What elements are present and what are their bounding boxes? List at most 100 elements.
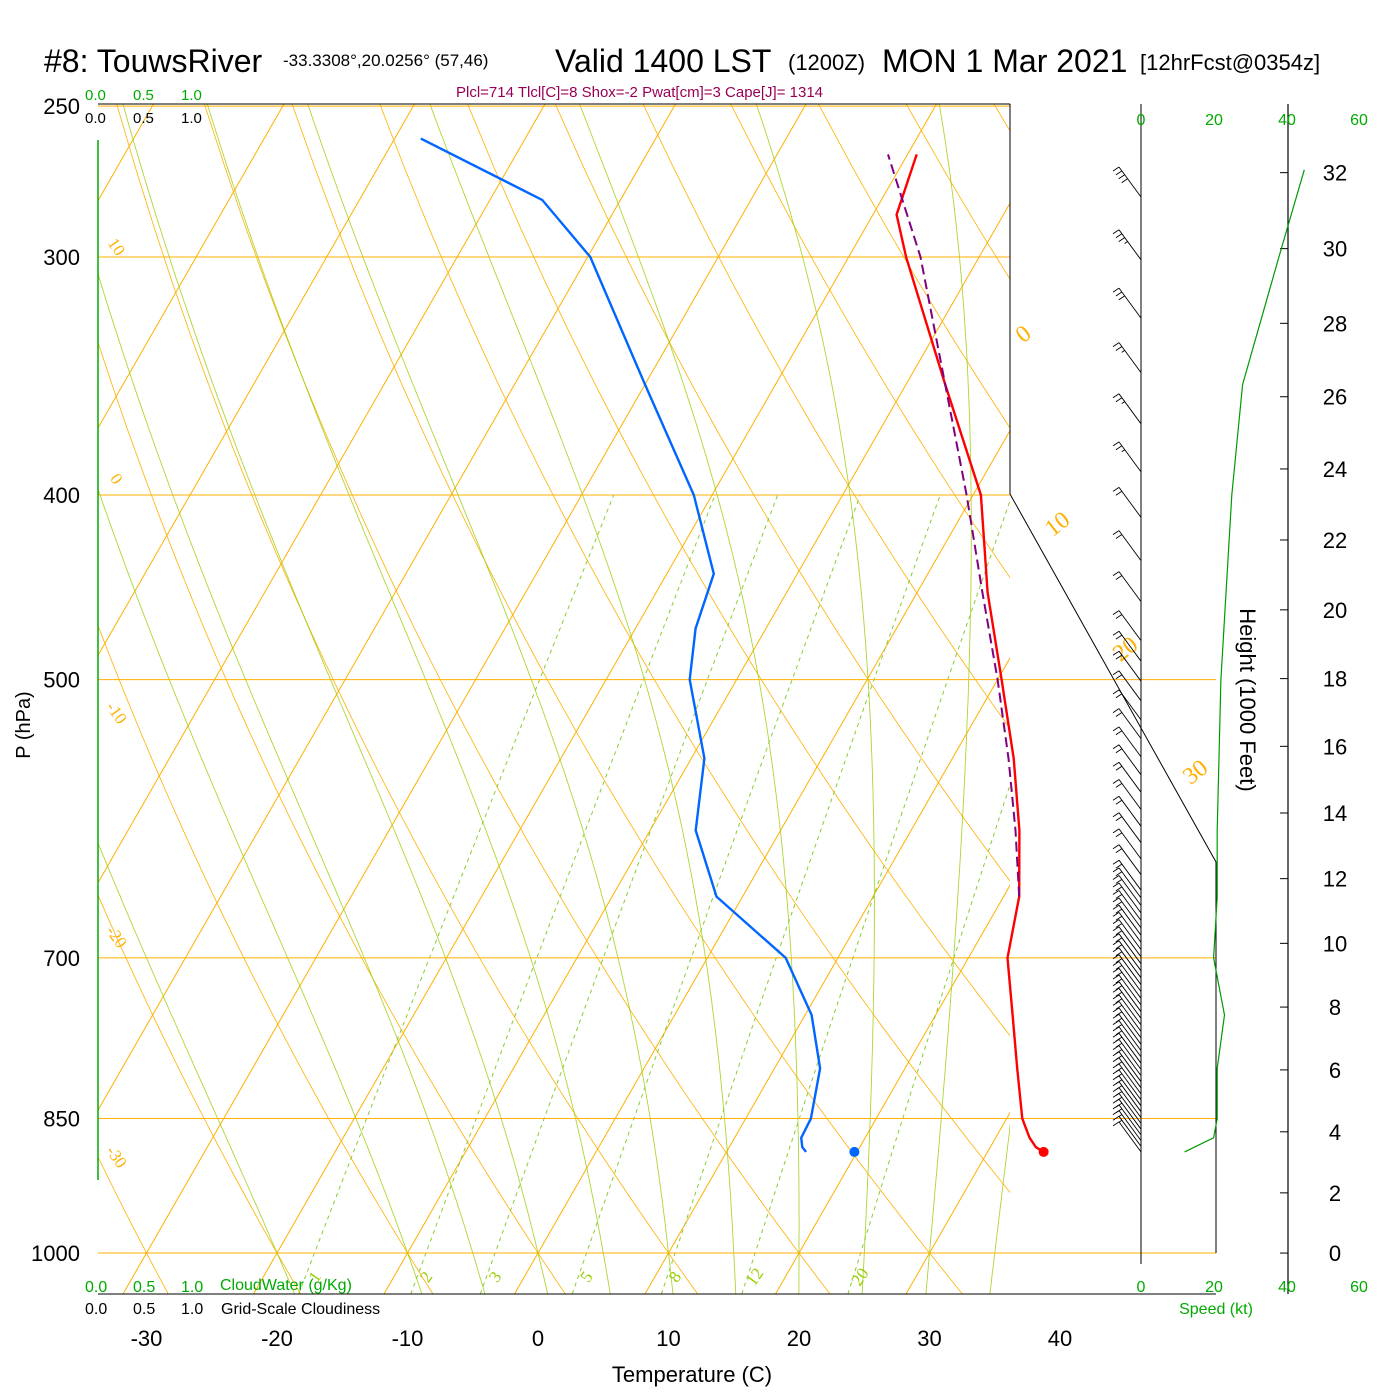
speed-top-tick: 0	[1137, 112, 1146, 129]
isotherm-label: 10	[1040, 507, 1075, 542]
cw-bottom-tick: 0.5	[133, 1279, 155, 1296]
pressure-tick-label: 500	[43, 668, 80, 693]
dewpoint-line	[420, 137, 822, 1153]
moist-adiabat-line	[307, 104, 674, 1294]
pressure-tick-label: 850	[43, 1107, 80, 1132]
height-axis-title: Height (1000 Feet)	[1235, 608, 1260, 791]
wind-barb	[1112, 530, 1142, 561]
wind-barb	[1112, 441, 1142, 473]
wind-barb	[1112, 1001, 1142, 1032]
dry-adiabat-line	[818, 104, 1010, 429]
wind-barb	[1112, 726, 1142, 758]
cw-top-tick: 1.0	[181, 87, 202, 104]
plot-frame	[98, 103, 1217, 1295]
cl-bottom-tick: 1.0	[181, 1301, 203, 1318]
isobars	[98, 105, 1216, 1254]
cl-bottom-tick: 0.0	[85, 1301, 107, 1318]
isotherm-line	[905, 1111, 1010, 1294]
cl-top-tick: 1.0	[181, 110, 202, 127]
dry-adiabat-line	[1345, 104, 1400, 1294]
sounding-indices: Plcl=714 Tlcl[C]=8 Shox=-2 Pwat[cm]=3 Ca…	[456, 84, 823, 101]
wind-barb	[1112, 974, 1142, 1006]
isotherm-label: -20	[102, 922, 131, 951]
pressure-tick-label: 300	[43, 245, 80, 270]
dry-adiabat-line	[554, 104, 1010, 882]
valid-time: Valid 1400 LST	[555, 43, 771, 79]
wind-barb	[1112, 779, 1142, 810]
isotherm-line	[98, 104, 285, 430]
wind-barb	[1112, 890, 1142, 921]
sounding-series	[420, 137, 1045, 1153]
surface-dewpoint-marker	[849, 1146, 860, 1157]
moist-adiabat-line	[579, 104, 800, 1294]
wind-speed-profile	[1184, 169, 1305, 1153]
moist-adiabat-line	[925, 104, 972, 1294]
cl-top-tick: 0.5	[133, 110, 154, 127]
wind-barb	[1112, 166, 1142, 198]
pressure-tick-label: 250	[43, 94, 80, 119]
height-tick-label: 4	[1329, 1120, 1341, 1145]
speed-scale-top: 0 20 40 60	[1137, 112, 1368, 129]
moist-adiabat-line	[989, 1122, 1010, 1294]
x-tick-label: -10	[392, 1326, 424, 1351]
mixing-ratio-label: 20	[847, 1264, 872, 1289]
speed-bottom-tick: 0	[1137, 1279, 1146, 1296]
pressure-axis-ticks: 250 300 400 500 700 850 1000	[31, 94, 80, 1266]
mixing-ratio-line	[298, 494, 615, 1294]
isotherm-line	[98, 104, 415, 657]
wind-barb	[1112, 828, 1142, 860]
parcel-line	[887, 154, 1021, 897]
dry-adiabat-line	[905, 104, 1010, 280]
cw-top-tick: 0.0	[85, 87, 106, 104]
dry-adiabat-line	[98, 341, 566, 1294]
height-tick-label: 20	[1323, 598, 1347, 623]
forecast-date: MON 1 Mar 2021	[882, 43, 1127, 79]
height-tick-label: 28	[1323, 311, 1347, 336]
mixing-ratio-line	[410, 494, 716, 1294]
x-tick-label: 0	[532, 1326, 544, 1351]
dry-adiabat-line	[98, 1155, 169, 1294]
height-tick-label: 12	[1323, 867, 1347, 892]
wind-barb	[1112, 229, 1142, 261]
wind-barb	[1112, 904, 1142, 936]
isotherm-line	[122, 104, 807, 1294]
y-axis-title: P (hPa)	[13, 691, 35, 758]
wind-barb	[1112, 630, 1142, 662]
cloudwater-scale-bottom: 0.0 0.5 1.0 CloudWater (g/Kg)	[85, 1277, 352, 1296]
isotherm-label: 0	[106, 470, 126, 488]
wind-barb	[1112, 897, 1142, 929]
wind-barb	[1112, 912, 1142, 943]
speed-scale-bottom: 0 20 40 60 Speed (kt)	[1137, 1279, 1368, 1318]
mixing-ratio-label: 12	[742, 1264, 767, 1289]
height-tick-label: 32	[1323, 161, 1347, 186]
wind-barb	[1112, 650, 1142, 682]
wind-barb	[1112, 919, 1142, 950]
pressure-tick-label: 400	[43, 483, 80, 508]
height-tick-label: 18	[1323, 667, 1347, 692]
mixing-ratio-label: 5	[576, 1268, 596, 1286]
x-tick-label: 10	[656, 1326, 680, 1351]
moist-adiabat-line	[429, 104, 737, 1294]
isotherm-line	[514, 429, 1010, 1294]
pressure-tick-label: 1000	[31, 1241, 80, 1266]
isotherm-line	[644, 657, 1010, 1294]
isotherm-label: -30	[102, 1142, 131, 1171]
speed-bottom-tick: 40	[1278, 1279, 1296, 1296]
wind-barb	[1112, 342, 1142, 373]
wind-barb	[1112, 812, 1142, 843]
wind-barb	[1112, 867, 1142, 899]
wind-barb	[1112, 844, 1142, 875]
wind-barb	[1112, 940, 1142, 972]
speed-bottom-tick: 20	[1205, 1279, 1223, 1296]
x-tick-label: 20	[787, 1326, 811, 1351]
dry-adiabat-line	[1169, 104, 1400, 1294]
x-tick-label: -20	[261, 1326, 293, 1351]
dry-adiabat-line	[204, 104, 831, 1294]
moist-adiabat-line	[122, 104, 549, 1294]
height-tick-label: 26	[1323, 385, 1347, 410]
height-tick-label: 30	[1323, 237, 1347, 262]
isotherm-label: 30	[1178, 755, 1213, 790]
moist-adiabat-line	[98, 272, 486, 1294]
wind-barb	[1112, 954, 1142, 985]
